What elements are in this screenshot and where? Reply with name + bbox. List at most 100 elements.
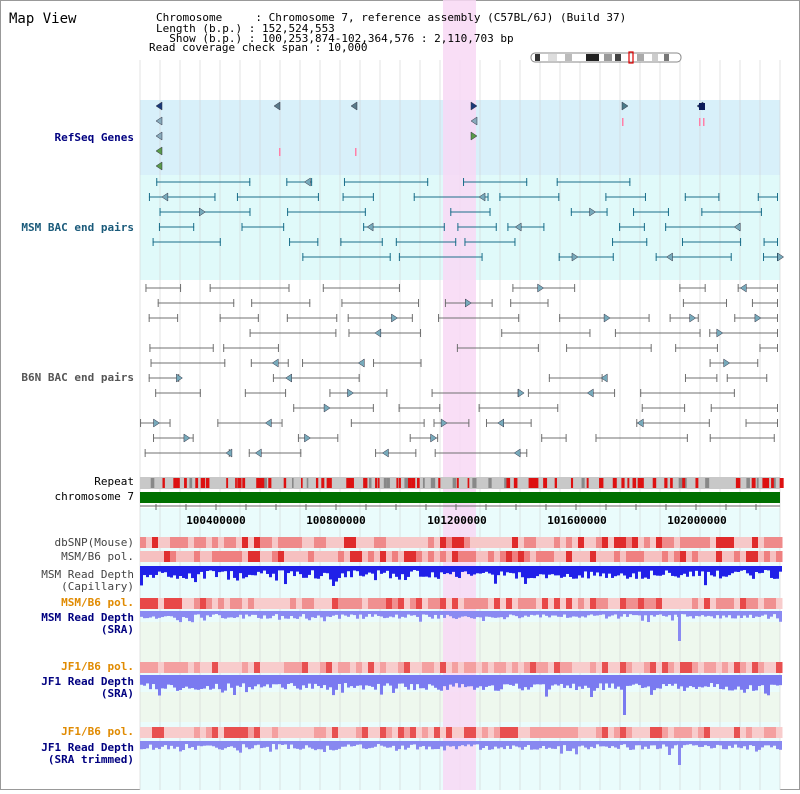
depth-bar <box>182 741 185 750</box>
depth-bar <box>230 675 233 688</box>
b6n-bac-pair <box>586 388 594 398</box>
msm-b6-pol-sra-label[interactable]: MSM/B6 pol. <box>61 596 134 609</box>
depth-bar <box>596 675 599 689</box>
depth-bar <box>530 566 533 578</box>
chromosome-label[interactable]: chromosome 7 <box>55 490 134 503</box>
heat-cell <box>614 662 621 673</box>
depth-bar <box>287 566 290 574</box>
depth-bar <box>770 611 773 617</box>
depth-bar <box>317 566 320 579</box>
msm-b6-pol-label[interactable]: MSM/B6 pol. <box>61 550 134 563</box>
depth-bar <box>620 741 623 745</box>
msm-bac-pair <box>760 208 762 216</box>
dbsnp-heat-strip[interactable] <box>140 537 783 548</box>
heat-cell <box>356 598 363 609</box>
heat-cell <box>698 551 705 562</box>
heat-cell <box>194 662 201 673</box>
msm-bac-end-pairs-label[interactable]: MSM BAC end pairs <box>21 221 134 234</box>
chromosome-bar[interactable] <box>140 492 780 503</box>
repeat-label[interactable]: Repeat <box>94 475 134 488</box>
repeat-track[interactable] <box>140 477 780 489</box>
depth-bar <box>152 741 155 750</box>
depth-bar <box>644 675 647 688</box>
heat-cell <box>464 551 471 562</box>
msm-read-depth-sra-label[interactable]: MSM Read Depth <box>41 611 134 624</box>
msm-read-depth-capillary-label[interactable]: MSM Read Depth <box>41 568 134 581</box>
depth-bar <box>473 611 476 619</box>
jf1-b6-pol-trimmed-heat-strip[interactable] <box>140 727 783 738</box>
depth-bar <box>323 675 326 686</box>
heat-cell <box>668 662 675 673</box>
heat-cell <box>158 727 165 738</box>
depth-bar <box>695 566 698 571</box>
b6n-bac-end-pairs-label[interactable]: B6N BAC end pairs <box>21 371 134 384</box>
depth-bar <box>146 741 149 749</box>
heat-cell <box>728 662 735 673</box>
depth-bar <box>404 611 407 618</box>
depth-bar <box>347 611 350 617</box>
depth-bar <box>161 566 164 573</box>
depth-bar <box>386 675 389 684</box>
refseq-genes-track[interactable] <box>155 101 705 171</box>
heat-cell <box>530 551 537 562</box>
heat-cell <box>212 537 219 548</box>
jf1-read-depth-sra-label[interactable]: JF1 Read Depth <box>41 675 134 688</box>
dbsnp-label[interactable]: dbSNP(Mouse) <box>55 536 134 549</box>
depth-bar <box>530 741 533 750</box>
jf1-read-depth-trimmed-label[interactable]: JF1 Read Depth <box>41 741 134 754</box>
heat-cell <box>206 727 213 738</box>
heat-cell <box>650 727 657 738</box>
selection-highlight[interactable] <box>443 0 476 790</box>
chromosome-ideogram[interactable] <box>530 51 682 64</box>
depth-bar <box>755 611 758 617</box>
jf1-b6-pol-label[interactable]: JF1/B6 pol. <box>61 660 134 673</box>
msm-depth-sra-plot[interactable] <box>140 611 782 641</box>
depth-bar <box>152 566 155 578</box>
depth-bar <box>716 611 719 616</box>
repeat-element <box>283 478 287 488</box>
depth-bar <box>248 566 251 575</box>
jf1-depth-sra-plot[interactable] <box>140 675 782 715</box>
heat-cell <box>260 537 267 548</box>
heat-cell <box>374 537 381 548</box>
refseq-genes-label[interactable]: RefSeq Genes <box>55 131 134 144</box>
depth-bar <box>275 611 278 615</box>
depth-bar <box>365 611 368 617</box>
depth-bar <box>779 566 782 572</box>
msm-b6-pol-sra-heat-strip[interactable] <box>140 598 783 609</box>
jf1-depth-trimmed-plot[interactable] <box>140 741 782 765</box>
depth-bar <box>146 611 149 619</box>
heat-cell <box>674 727 681 738</box>
depth-bar <box>434 675 437 688</box>
depth-bar <box>578 611 581 618</box>
heat-cell <box>740 662 747 673</box>
depth-bar <box>728 675 731 691</box>
heat-cell <box>380 662 387 673</box>
repeat-element <box>543 478 548 488</box>
msm-bac-pair <box>303 177 311 187</box>
b6n-bac-track[interactable] <box>140 283 778 458</box>
depth-bar <box>425 741 428 750</box>
jf1-b6-pol-heat-strip[interactable] <box>140 662 783 673</box>
msm-bac-pair <box>667 208 669 216</box>
msm-bac-pair <box>366 222 374 232</box>
depth-bar <box>659 741 662 749</box>
depth-bar <box>665 675 668 687</box>
heat-cell <box>698 598 705 609</box>
depth-bar <box>341 566 344 574</box>
msm-bac-pair <box>364 208 366 216</box>
depth-bar <box>656 675 659 689</box>
b6n-bac-pair <box>358 374 360 382</box>
jf1-b6-pol-trimmed-label[interactable]: JF1/B6 pol. <box>61 725 134 738</box>
b6n-bac-pair <box>518 314 520 322</box>
msm-b6-pol-heat-strip[interactable] <box>140 551 783 562</box>
msm-depth-capillary-plot[interactable] <box>140 566 782 586</box>
b6n-bac-pair <box>145 284 147 292</box>
heat-cell <box>332 598 339 609</box>
msm-bac-track[interactable] <box>148 177 785 262</box>
msm-bac-pair <box>718 193 720 201</box>
b6n-bac-pair <box>686 434 688 442</box>
heat-cell <box>200 537 207 548</box>
depth-bar <box>263 741 266 748</box>
depth-bar <box>647 675 650 687</box>
